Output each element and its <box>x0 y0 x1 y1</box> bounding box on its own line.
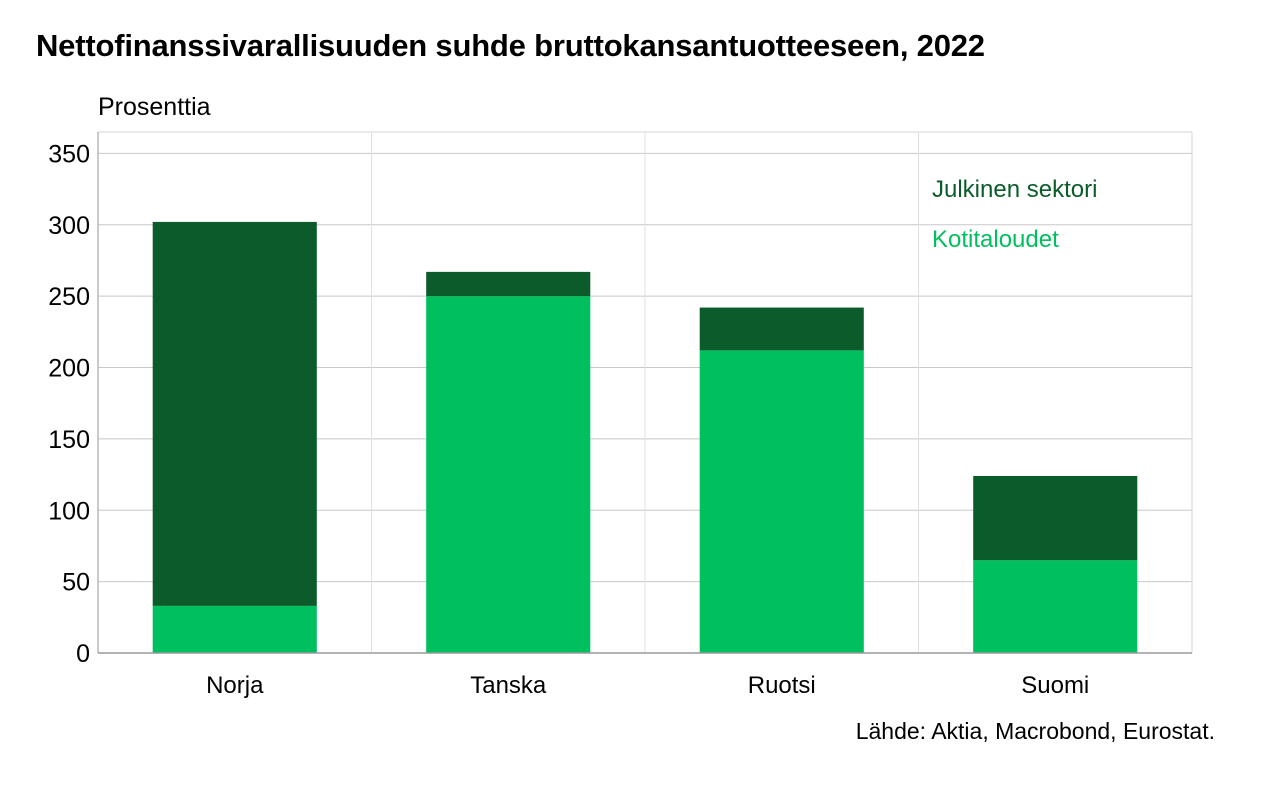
x-category-label: Ruotsi <box>748 672 816 699</box>
axes <box>97 132 1192 654</box>
bar-julkinen-sektori-norja <box>152 221 317 606</box>
category-labels: Norja Tanska Ruotsi Suomi <box>206 672 1089 699</box>
y-tick-labels: 0 50 100 150 200 250 300 350 <box>48 140 90 668</box>
x-category-label: Tanska <box>470 672 547 699</box>
x-category-label: Norja <box>206 672 264 699</box>
bar-kotitaloudet-ruotsi <box>699 350 864 653</box>
x-category-label: Suomi <box>1021 672 1089 699</box>
bar-julkinen-sektori-suomi <box>973 476 1138 561</box>
bar-kotitaloudet-norja <box>152 605 317 653</box>
bar-kotitaloudet-suomi <box>973 560 1138 653</box>
bar-julkinen-sektori-ruotsi <box>699 307 864 351</box>
y-tick-label: 250 <box>48 283 90 311</box>
y-tick-label: 300 <box>48 212 90 240</box>
y-tick-label: 100 <box>48 497 90 525</box>
legend-entry-julkinen-sektori: Julkinen sektori <box>932 176 1097 203</box>
chart-title: Nettofinanssivarallisuuden suhde bruttok… <box>36 28 985 63</box>
legend-entry-kotitaloudet: Kotitaloudet <box>932 226 1059 253</box>
legend: Julkinen sektori Kotitaloudet <box>932 176 1097 253</box>
y-tick-label: 50 <box>62 569 90 597</box>
y-tick-label: 150 <box>48 426 90 454</box>
bar-kotitaloudet-tanska <box>426 296 591 653</box>
bars <box>152 221 1138 653</box>
y-tick-label: 350 <box>48 140 90 168</box>
bar-julkinen-sektori-tanska <box>426 271 591 297</box>
y-axis-unit-label: Prosenttia <box>98 93 211 121</box>
source-note: Lähde: Aktia, Macrobond, Eurostat. <box>855 718 1215 744</box>
y-tick-label: 200 <box>48 355 90 383</box>
y-tick-label: 0 <box>76 640 90 668</box>
